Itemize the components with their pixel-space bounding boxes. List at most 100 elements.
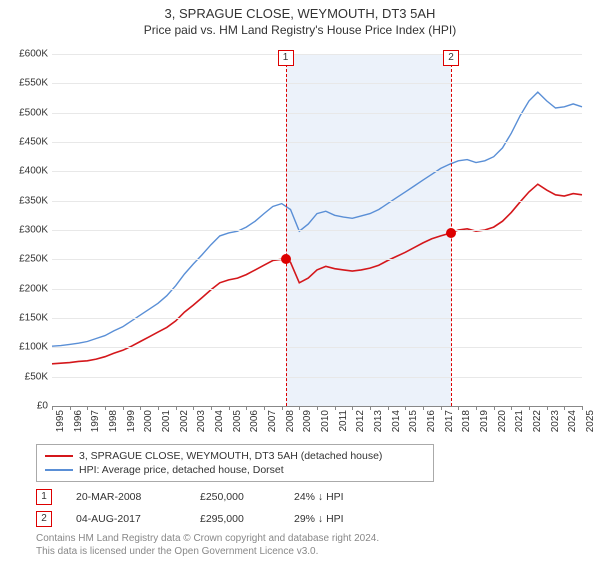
x-axis-label: 2011 [338, 410, 349, 432]
x-axis-label: 2016 [426, 410, 437, 432]
transaction-date: 20-MAR-2008 [76, 491, 176, 503]
series-line [52, 184, 582, 364]
gridline [52, 318, 582, 319]
x-tick [547, 406, 548, 410]
y-axis-label: £550K [19, 78, 48, 89]
x-axis-label: 2012 [355, 410, 366, 432]
transaction-price: £250,000 [200, 491, 270, 503]
x-tick [193, 406, 194, 410]
x-axis-label: 1999 [126, 410, 137, 432]
y-axis-label: £200K [19, 283, 48, 294]
transaction-price: £295,000 [200, 513, 270, 525]
x-tick [405, 406, 406, 410]
y-axis-label: £350K [19, 195, 48, 206]
x-tick [299, 406, 300, 410]
legend-label: 3, SPRAGUE CLOSE, WEYMOUTH, DT3 5AH (det… [79, 450, 382, 462]
x-axis-label: 1996 [73, 410, 84, 432]
transaction-number-box: 1 [36, 489, 52, 505]
x-tick [70, 406, 71, 410]
y-axis-label: £50K [25, 371, 48, 382]
x-tick [441, 406, 442, 410]
x-axis-label: 2014 [391, 410, 402, 432]
y-axis-label: £500K [19, 107, 48, 118]
legend-row: 3, SPRAGUE CLOSE, WEYMOUTH, DT3 5AH (det… [45, 449, 425, 463]
series-line [52, 92, 582, 346]
x-axis-label: 2025 [585, 410, 596, 432]
x-axis-label: 2007 [267, 410, 278, 432]
x-tick [211, 406, 212, 410]
x-axis-label: 2008 [285, 410, 296, 432]
transaction-diff: 29% ↓ HPI [294, 513, 384, 525]
gridline [52, 201, 582, 202]
x-axis-label: 2018 [461, 410, 472, 432]
gridline [52, 142, 582, 143]
gridline [52, 347, 582, 348]
x-tick [582, 406, 583, 410]
gridline [52, 259, 582, 260]
x-tick [352, 406, 353, 410]
x-axis-label: 2010 [320, 410, 331, 432]
x-tick [264, 406, 265, 410]
x-axis-label: 2013 [373, 410, 384, 432]
x-axis-label: 2002 [179, 410, 190, 432]
x-axis-label: 2005 [232, 410, 243, 432]
y-axis-label: £400K [19, 166, 48, 177]
x-axis-label: 2001 [161, 410, 172, 432]
x-tick [511, 406, 512, 410]
transactions-table: 1 20-MAR-2008 £250,000 24% ↓ HPI 2 04-AUG-201… [36, 486, 384, 530]
transaction-dash [286, 54, 287, 406]
y-axis-label: £450K [19, 137, 48, 148]
x-axis-label: 1997 [90, 410, 101, 432]
transaction-date: 04-AUG-2017 [76, 513, 176, 525]
transaction-number-box: 2 [36, 511, 52, 527]
x-axis-label: 2020 [497, 410, 508, 432]
chart-area: £0£50K£100K£150K£200K£250K£300K£350K£400… [52, 54, 582, 406]
x-axis-label: 2019 [479, 410, 490, 432]
x-tick [317, 406, 318, 410]
x-tick [335, 406, 336, 410]
gridline [52, 377, 582, 378]
x-tick [564, 406, 565, 410]
transaction-row: 2 04-AUG-2017 £295,000 29% ↓ HPI [36, 508, 384, 530]
x-tick [282, 406, 283, 410]
transaction-diff: 24% ↓ HPI [294, 491, 384, 503]
x-axis-label: 2015 [408, 410, 419, 432]
legend-swatch [45, 469, 73, 471]
x-tick [87, 406, 88, 410]
x-tick [458, 406, 459, 410]
y-axis-label: £0 [37, 401, 48, 412]
gridline [52, 83, 582, 84]
x-axis-label: 2023 [550, 410, 561, 432]
x-tick [388, 406, 389, 410]
transaction-point-icon [446, 228, 456, 238]
y-axis-label: £100K [19, 342, 48, 353]
x-tick [494, 406, 495, 410]
gridline [52, 54, 582, 55]
gridline [52, 171, 582, 172]
x-axis-label: 2004 [214, 410, 225, 432]
legend-swatch [45, 455, 73, 457]
gridline [52, 113, 582, 114]
chart-container: 3, SPRAGUE CLOSE, WEYMOUTH, DT3 5AH Pric… [0, 6, 600, 566]
y-axis-label: £300K [19, 225, 48, 236]
transaction-marker-box: 1 [278, 50, 294, 66]
x-tick [246, 406, 247, 410]
x-tick [370, 406, 371, 410]
transaction-point-icon [281, 254, 291, 264]
footer-line-1: Contains HM Land Registry data © Crown c… [36, 533, 379, 546]
x-tick [158, 406, 159, 410]
x-axis-label: 1995 [55, 410, 66, 432]
x-axis-label: 2003 [196, 410, 207, 432]
footer-attribution: Contains HM Land Registry data © Crown c… [36, 533, 379, 558]
x-axis-label: 2009 [302, 410, 313, 432]
x-axis-label: 1998 [108, 410, 119, 432]
gridline [52, 289, 582, 290]
transaction-row: 1 20-MAR-2008 £250,000 24% ↓ HPI [36, 486, 384, 508]
x-tick [52, 406, 53, 410]
x-tick [140, 406, 141, 410]
y-axis-label: £600K [19, 49, 48, 60]
gridline [52, 230, 582, 231]
footer-line-2: This data is licensed under the Open Gov… [36, 546, 379, 559]
x-tick [476, 406, 477, 410]
x-axis-label: 2024 [567, 410, 578, 432]
